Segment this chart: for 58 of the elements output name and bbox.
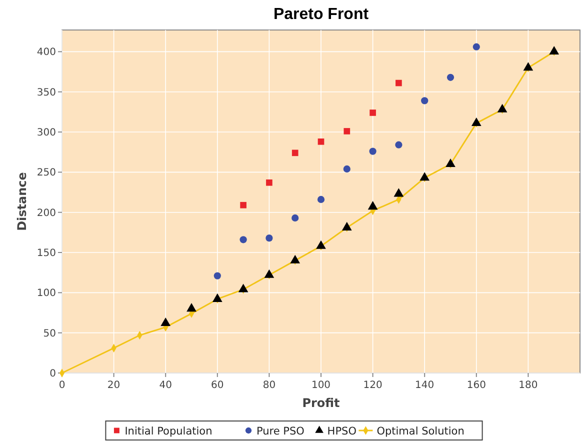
y-tick-label: 250: [36, 168, 56, 179]
point: [214, 272, 221, 280]
point: [471, 117, 482, 126]
point: [368, 201, 378, 210]
point: [264, 269, 274, 278]
point: [421, 97, 428, 104]
x-tick-label: 60: [211, 380, 224, 391]
point: [292, 150, 298, 156]
x-tick-label: 40: [159, 380, 172, 391]
point: [497, 104, 508, 112]
point: [369, 148, 376, 155]
x-tick-label: 160: [466, 380, 486, 391]
legend-label: Optimal Solution: [376, 426, 464, 438]
y-tick-label: 150: [36, 248, 56, 260]
x-tick-label: 100: [311, 380, 331, 391]
point: [292, 214, 299, 222]
point: [472, 43, 480, 50]
x-axis-title: Profit: [302, 396, 340, 410]
x-tick-label: 0: [58, 380, 66, 391]
point: [186, 303, 196, 312]
x-tick-label: 20: [107, 380, 120, 391]
y-tick-label: 200: [36, 208, 56, 219]
point: [523, 62, 534, 71]
point: [240, 202, 246, 208]
point: [212, 293, 222, 302]
legend-label: Pure PSO: [256, 426, 304, 438]
point: [317, 196, 325, 204]
x-tick-label: 180: [518, 380, 538, 391]
point: [342, 222, 352, 230]
point: [395, 141, 402, 148]
y-tick-label: 300: [36, 128, 56, 139]
point: [266, 234, 273, 242]
point: [343, 165, 350, 173]
y-tick-label: 350: [36, 87, 56, 98]
point: [266, 179, 272, 186]
y-tick-label: 0: [50, 368, 56, 380]
point: [238, 284, 248, 292]
legend-label: HPSO: [327, 426, 356, 438]
x-tick-label: 140: [415, 380, 434, 391]
legend-label: Initial Population: [124, 426, 212, 438]
point: [549, 46, 560, 55]
point: [446, 74, 454, 81]
point: [420, 172, 430, 181]
point: [160, 318, 171, 326]
y-tick-label: 100: [36, 288, 56, 300]
point: [240, 236, 247, 244]
point: [394, 188, 404, 197]
point: [370, 110, 376, 116]
chart-title: Pareto Front: [273, 6, 370, 23]
y-tick-label: 400: [36, 47, 56, 58]
y-tick-label: 50: [43, 328, 56, 340]
x-tick-label: 120: [363, 380, 382, 391]
x-tick-label: 80: [262, 380, 276, 391]
point: [396, 80, 402, 86]
point: [290, 254, 300, 264]
point: [344, 128, 350, 134]
y-axis-title: Distance: [15, 172, 29, 231]
point: [318, 138, 324, 145]
